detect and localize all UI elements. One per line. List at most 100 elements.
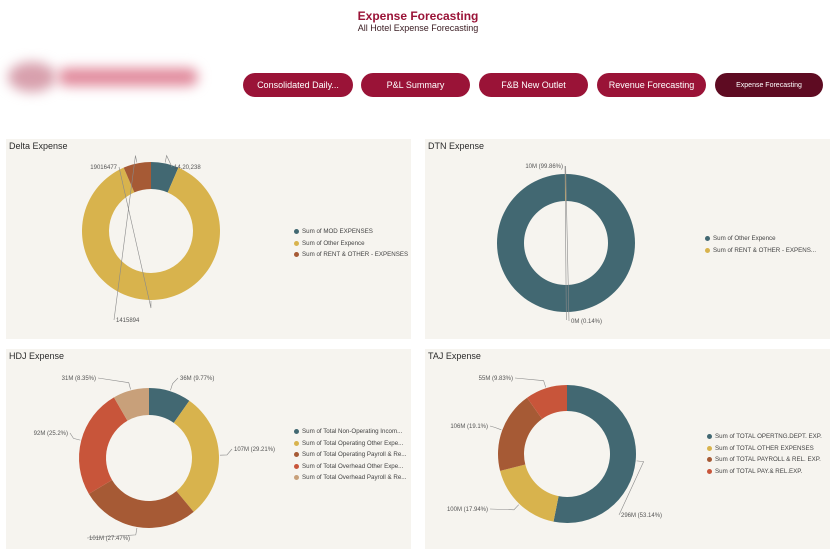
leader-line-0 (164, 154, 173, 168)
legend-item-4[interactable]: Sum of Total Overhead Payroll & Re... (294, 472, 406, 484)
legend-item-0[interactable]: Sum of Total Non-Operating Incom... (294, 426, 406, 438)
leader-line-2 (113, 155, 138, 321)
hdj-expense-legend: Sum of Total Non-Operating Incom... Sum o… (294, 426, 406, 484)
data-label-0: 36M (9.77%) (180, 376, 214, 382)
legend-swatch (707, 468, 712, 474)
legend-label: Sum of RENT & OTHER - EXPENSES (302, 251, 409, 259)
data-label-1: 0M (0.14%) (571, 319, 602, 325)
legend-item-0[interactable]: Sum of MOD EXPENSES (294, 226, 408, 238)
data-label-2: 106M (19.1%) (450, 424, 488, 430)
legend-label: Sum of TOTAL OTHER EXPENSES (715, 444, 814, 452)
data-label-4: 31M (8.35%) (62, 376, 96, 382)
donut-slice-0[interactable] (496, 174, 635, 312)
leader-line-0 (170, 377, 179, 391)
nav-consolidated-daily-button[interactable]: Consolidated Daily... (243, 73, 353, 97)
legend-item-3[interactable]: Sum of TOTAL PAY.& REL.EXP. (707, 466, 822, 478)
data-label-1: 100M (17.94%) (447, 507, 488, 513)
leader-line-0 (564, 165, 567, 321)
donut-slice-0[interactable] (149, 388, 190, 423)
nav-revenue-forecasting-button[interactable]: Revenue Forecasting (597, 73, 706, 97)
delta-expense-panel: Delta Expense 14,20,238 19016477 1415894 S… (6, 139, 411, 339)
delta-expense-legend: Sum of MOD EXPENSES Sum of Other Expence S… (294, 226, 408, 261)
taj-expense-legend: Sum of TOTAL OPERTNG.DEPT. EXP. Sum of TO… (707, 431, 822, 477)
legend-label: Sum of Total Operating Other Expe... (302, 439, 404, 447)
donut-slice-1[interactable] (81, 167, 220, 300)
dtn-expense-title: DTN Expense (428, 141, 485, 151)
legend-label: Sum of Total Operating Payroll & Re... (302, 451, 407, 459)
legend-label: Sum of Other Expence (302, 239, 365, 247)
legend-item-0[interactable]: Sum of TOTAL OPERTNG.DEPT. EXP. (707, 431, 822, 443)
hdj-expense-donut: 36M (9.77%) 107M (29.21%) 101M (27.47%) 92M… (34, 376, 275, 542)
donut-slice-3[interactable] (78, 397, 128, 494)
legend-item-2[interactable]: Sum of Total Operating Payroll & Re... (294, 449, 406, 461)
nav-pl-summary-button[interactable]: P&L Summary (361, 73, 470, 97)
delta-expense-title: Delta Expense (9, 141, 68, 151)
legend-label: Sum of Other Expence (713, 235, 776, 243)
donut-slice-0[interactable] (553, 385, 636, 523)
leader-line-1 (118, 166, 152, 309)
legend-item-0[interactable]: Sum of Other Expence (705, 233, 816, 245)
legend-swatch (294, 252, 299, 258)
taj-expense-donut: 296M (53.14%) 100M (17.94%) 106M (19.1%) 55… (447, 376, 662, 523)
legend-item-2[interactable]: Sum of RENT & OTHER - EXPENSES (294, 249, 408, 261)
legend-label: Sum of TOTAL OPERTNG.DEPT. EXP. (715, 433, 822, 441)
company-logo (8, 60, 198, 94)
legend-item-3[interactable]: Sum of Total Overhead Other Expe... (294, 461, 406, 473)
leader-line-1 (565, 165, 570, 322)
leader-line-1 (219, 448, 233, 456)
legend-item-1[interactable]: Sum of TOTAL OTHER EXPENSES (707, 443, 822, 455)
nav-fb-new-outlet-button[interactable]: F&B New Outlet (479, 73, 588, 97)
leader-line-2 (86, 527, 138, 539)
dtn-expense-legend: Sum of Other Expence Sum of RENT & OTHER … (705, 233, 816, 256)
donut-slice-2[interactable] (88, 480, 194, 528)
leader-line-3 (514, 377, 547, 388)
dtn-expense-panel: DTN Expense 10M (99.86%) 0M (0.14%) Sum o… (425, 139, 830, 339)
legend-swatch (707, 434, 712, 440)
leader-line-0 (618, 460, 645, 516)
legend-item-1[interactable]: Sum of Other Expence (294, 238, 408, 250)
legend-item-1[interactable]: Sum of Total Operating Other Expe... (294, 438, 406, 450)
data-label-3: 92M (25.2%) (34, 431, 68, 437)
data-label-0: 14,20,238 (174, 165, 201, 171)
data-label-0: 296M (53.14%) (621, 513, 662, 519)
donut-slice-0[interactable] (151, 162, 179, 193)
hdj-expense-title: HDJ Expense (9, 351, 65, 361)
taj-expense-panel: TAJ Expense 296M (53.14%) 100M (17.94%) 10… (425, 349, 830, 549)
donut-slice-2[interactable] (498, 397, 543, 471)
data-label-0: 10M (99.86%) (525, 164, 563, 170)
delta-expense-donut: 14,20,238 19016477 1415894 (81, 154, 220, 324)
legend-swatch (294, 440, 299, 446)
legend-swatch (705, 236, 710, 242)
legend-label: Sum of Total Non-Operating Incom... (302, 428, 403, 436)
legend-label: Sum of Total Overhead Payroll & Re... (302, 474, 407, 482)
leader-line-3 (69, 432, 81, 441)
logo-mark (8, 62, 56, 92)
legend-swatch (707, 457, 712, 463)
legend-label: Sum of TOTAL PAY.& REL.EXP. (715, 467, 803, 475)
dtn-expense-donut: 10M (99.86%) 0M (0.14%) (496, 164, 635, 325)
nav-expense-forecasting-button[interactable]: Expense Forecasting (715, 73, 823, 97)
legend-item-1[interactable]: Sum of RENT & OTHER - EXPENS... (705, 245, 816, 257)
legend-label: Sum of Total Overhead Other Expe... (302, 462, 404, 470)
legend-swatch (707, 445, 712, 451)
legend-swatch (294, 463, 299, 469)
legend-item-2[interactable]: Sum of TOTAL PAYROLL & REL. EXP. (707, 454, 822, 466)
data-label-1: 19016477 (90, 165, 117, 171)
donut-slice-3[interactable] (527, 385, 567, 419)
donut-slice-1[interactable] (500, 464, 559, 522)
legend-swatch (294, 475, 299, 481)
legend-label: Sum of RENT & OTHER - EXPENS... (713, 246, 817, 254)
legend-label: Sum of TOTAL PAYROLL & REL. EXP. (715, 456, 821, 464)
leader-line-4 (97, 377, 131, 390)
data-label-3: 55M (9.83%) (479, 376, 513, 382)
logo-wordmark (58, 68, 198, 86)
donut-slice-4[interactable] (113, 388, 149, 421)
data-label-2: 101M (27.47%) (89, 536, 130, 542)
donut-slice-2[interactable] (123, 162, 151, 193)
taj-expense-title: TAJ Expense (428, 351, 481, 361)
legend-label: Sum of MOD EXPENSES (302, 228, 373, 236)
legend-swatch (294, 429, 299, 435)
legend-swatch (705, 247, 710, 253)
legend-swatch (294, 240, 299, 246)
donut-slice-1[interactable] (173, 400, 220, 512)
